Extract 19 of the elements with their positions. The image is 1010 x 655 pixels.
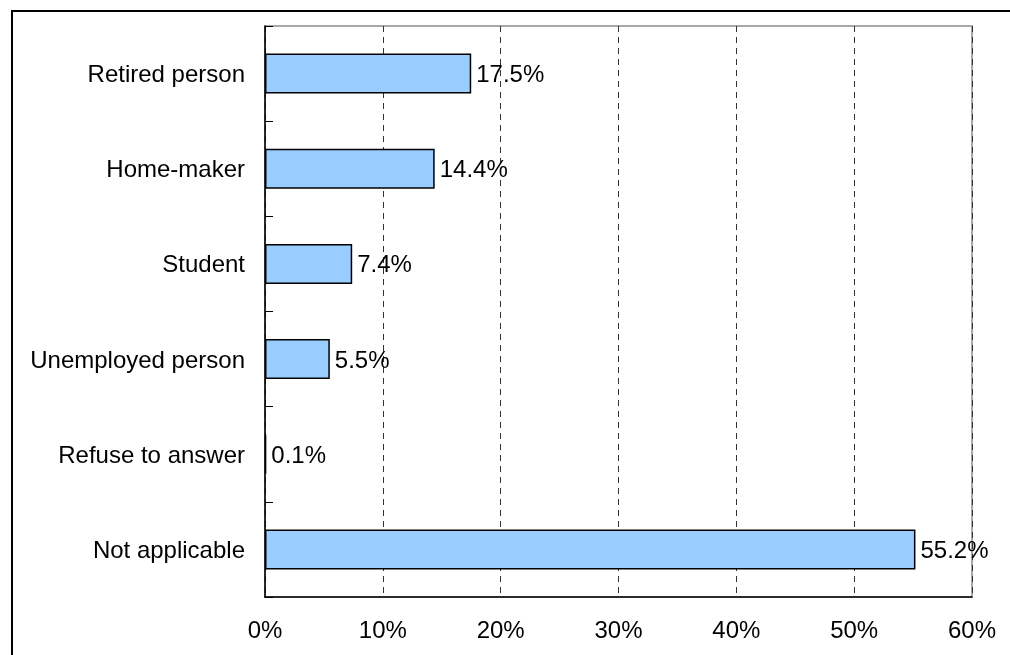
data-label: 14.4% <box>439 155 508 183</box>
data-label: 5.5% <box>334 345 390 373</box>
y-tick-label: Refuse to answer <box>58 440 245 468</box>
y-tick-label: Not applicable <box>92 535 245 563</box>
x-tick-label: 40% <box>712 615 761 643</box>
y-tick-label: Retired person <box>87 60 245 88</box>
y-tick-label: Home-maker <box>106 155 245 183</box>
x-tick-label: 50% <box>830 615 879 643</box>
x-tick-label: 0% <box>247 615 283 643</box>
y-tick-label: Unemployed person <box>30 345 245 373</box>
data-label: 0.1% <box>271 440 327 468</box>
y-tick-label: Student <box>162 250 246 278</box>
data-label: 55.2% <box>920 535 989 563</box>
x-tick-label: 60% <box>947 615 997 643</box>
x-tick-label: 30% <box>594 615 643 643</box>
data-label: 17.5% <box>476 60 545 88</box>
x-tick-label: 20% <box>476 615 525 643</box>
data-label: 7.4% <box>357 250 412 278</box>
x-tick-label: 10% <box>358 615 407 643</box>
